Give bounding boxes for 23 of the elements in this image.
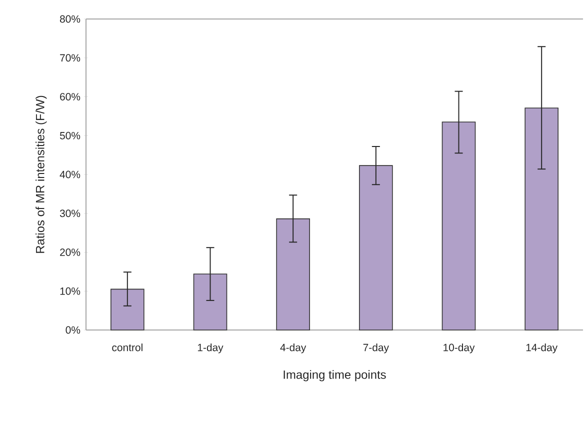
y-tick-label: 60%: [60, 93, 80, 100]
x-axis-title: Imaging time points: [284, 370, 386, 382]
y-tick-label: 70%: [60, 54, 80, 62]
bar: [524, 108, 558, 330]
y-tick-label: 80%: [60, 15, 80, 23]
y-tick-label: 20%: [60, 248, 80, 256]
y-tick-label: 30%: [60, 210, 80, 218]
y-axis-title: Ratios of MR intensities (F/W): [36, 96, 47, 253]
x-tick-label: 10-day: [444, 344, 475, 354]
y-tick-label: 40%: [60, 170, 80, 178]
bar: [276, 218, 310, 330]
bar: [442, 122, 476, 330]
x-tick-label: 7-day: [363, 344, 389, 354]
y-tick-label: 50%: [60, 132, 80, 140]
bar: [359, 165, 393, 330]
bar: [193, 274, 228, 330]
x-tick-label: 1-day: [198, 344, 224, 354]
x-tick-label: 14-day: [526, 344, 558, 354]
bar: [110, 288, 144, 330]
y-tick-label: 10%: [60, 287, 80, 295]
x-tick-label: 4-day: [280, 344, 306, 354]
y-tick-label: 0%: [66, 326, 80, 334]
x-tick-label: control: [112, 344, 142, 352]
